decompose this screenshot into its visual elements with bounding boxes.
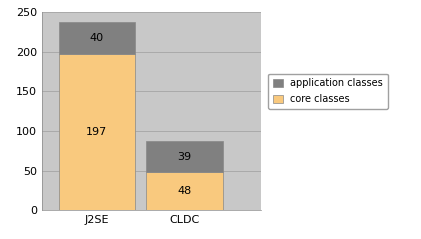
Bar [146, 141, 223, 172]
Text: 40: 40 [90, 33, 104, 43]
Text: 197: 197 [86, 127, 107, 137]
Bar [59, 54, 135, 210]
Bar [146, 172, 223, 210]
Legend: application classes, core classes: application classes, core classes [268, 74, 388, 109]
Text: 39: 39 [177, 152, 192, 162]
Bar [59, 22, 135, 54]
Text: 48: 48 [177, 186, 192, 196]
